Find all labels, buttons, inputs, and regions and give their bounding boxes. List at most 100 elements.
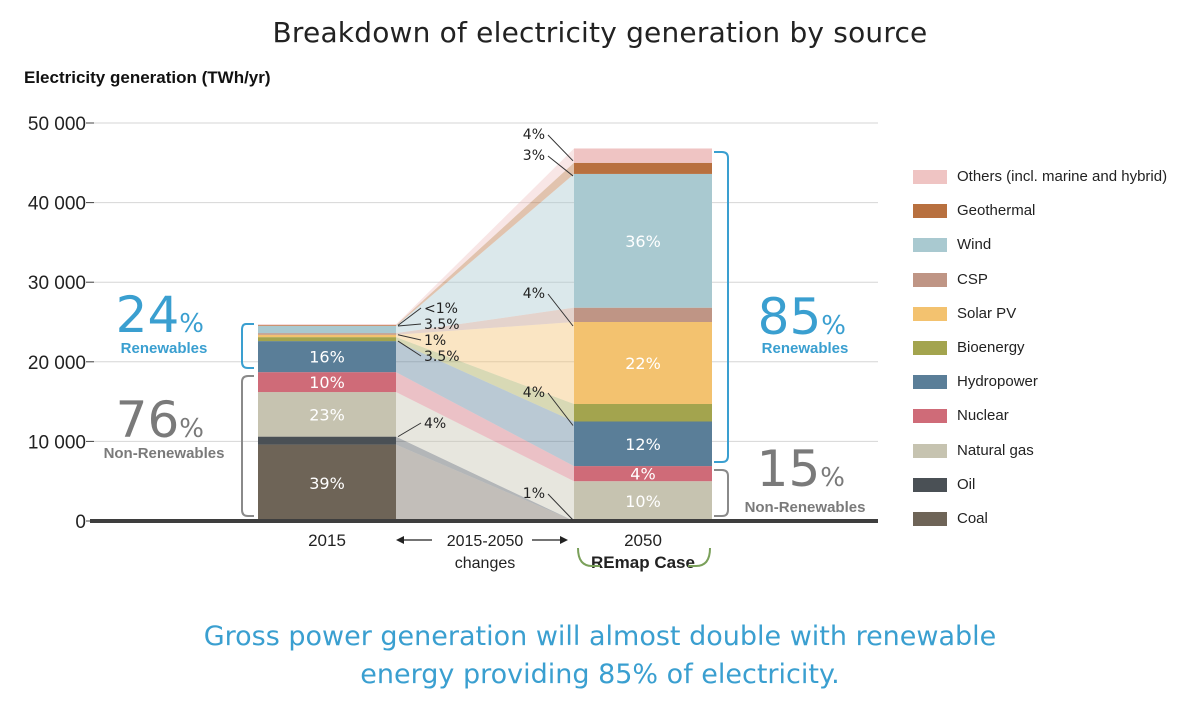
legend-label: Others (incl. marine and hybrid): [957, 168, 1168, 185]
y-tick-label: 10 000: [28, 432, 86, 453]
footer-text: Gross power generation will almost doubl…: [0, 618, 1200, 694]
bar-data-label: 10%: [625, 492, 661, 511]
bar-2050-solar-pv: [574, 322, 712, 404]
callout-nonrenewables-2015-pct: 76%: [116, 391, 204, 449]
y-tick-label: 30 000: [28, 273, 86, 294]
bar-2015-csp: [258, 333, 396, 335]
change-leader: [397, 422, 422, 438]
bar-2050-wind: [574, 173, 712, 308]
side-leader: [547, 293, 574, 327]
transition-band-nuclear: [396, 372, 574, 482]
transition-band-natural-gas: [396, 392, 574, 521]
side-label-2050: 4%: [523, 127, 545, 143]
change-leader: [397, 307, 422, 326]
bar-2015-natural-gas: [258, 392, 396, 437]
change-label: <1%: [424, 301, 458, 317]
legend-swatch: [913, 340, 947, 355]
x-label-changes: 2015-2050: [447, 533, 524, 550]
legend-swatch: [913, 375, 947, 390]
bar-data-label: 10%: [309, 373, 345, 392]
bar-data-label: 23%: [309, 405, 345, 424]
change-label: 3.5%: [424, 317, 460, 333]
bar-2050-csp: [574, 307, 712, 322]
callout-nonrenewables-2015-label: Non-Renewables: [104, 445, 225, 462]
legend-swatch: [913, 170, 947, 184]
bracket-nonrenewables-2015: [241, 375, 254, 517]
bar-2015-geothermal: [258, 325, 396, 326]
legend-swatch: [913, 204, 947, 219]
footer-line-1: Gross power generation will almost doubl…: [203, 621, 997, 652]
callout-renewables-2050-pct: 85%: [758, 288, 846, 346]
callout-renewables-2015-pct: 24%: [116, 286, 204, 344]
transition-band-wind: [396, 173, 574, 334]
footer-line-2: energy providing 85% of electricity.: [360, 659, 840, 690]
transition-band-bioenergy: [396, 337, 574, 422]
y-tick-label: 0: [75, 512, 86, 533]
bar-2050-geothermal: [574, 162, 712, 174]
bar-data-label: 36%: [625, 232, 661, 251]
bar-2015-oil: [258, 436, 396, 445]
x-label-changes-sub: changes: [455, 555, 516, 572]
side-label-2050: 4%: [523, 286, 545, 302]
y-tick-label: 40 000: [28, 194, 86, 215]
y-axis-label: Electricity generation (TWh/yr): [24, 68, 271, 87]
change-leader: [397, 340, 422, 357]
bracket-renewables-2050: [714, 151, 729, 463]
bar-data-label: 4%: [630, 465, 655, 484]
callout-renewables-2050-label: Renewables: [762, 340, 849, 357]
callout-renewables-2015-label: Renewables: [121, 340, 208, 357]
legend-label: Hydropower: [957, 373, 1038, 391]
legend-swatch: [913, 272, 947, 287]
bracket-renewables-2015: [241, 323, 254, 369]
bar-2050-natural-gas: [574, 481, 712, 521]
legend-swatch: [913, 443, 947, 458]
y-tick-label: 50 000: [28, 114, 86, 135]
legend-swatch: [913, 238, 947, 253]
remap-brace: [577, 547, 711, 567]
bar-2015-coal: [258, 444, 396, 521]
bar-data-label: 16%: [309, 348, 345, 367]
bar-data-label: 39%: [309, 474, 345, 493]
x-label-remap: REmap Case: [591, 553, 695, 572]
bar-data-label: 22%: [625, 354, 661, 373]
change-label: 3.5%: [424, 349, 460, 365]
callout-nonrenewables-2050-label: Non-Renewables: [745, 499, 866, 516]
legend-swatch: [913, 306, 947, 321]
side-label-2050: 3%: [523, 148, 545, 164]
legend-label: CSP: [957, 270, 988, 288]
bar-data-label: 12%: [625, 435, 661, 454]
change-leader: [397, 334, 422, 341]
transition-band-others-incl-marine-and-hybrid: [396, 148, 574, 326]
bar-2015-wind: [258, 325, 396, 334]
side-leader: [547, 134, 574, 162]
bar-2050-bioenergy: [574, 403, 712, 422]
chart-title: Breakdown of electricity generation by s…: [272, 16, 928, 49]
legend-label: Coal: [957, 509, 988, 527]
side-label-2050: 1%: [523, 486, 545, 502]
side-leader: [547, 155, 574, 177]
arrow-right-head: [560, 536, 568, 544]
transition-band-hydropower: [396, 341, 574, 467]
arrow-left-head: [396, 536, 404, 544]
side-leader: [547, 493, 574, 521]
legend-label: Solar PV: [957, 304, 1017, 322]
legend-label: Bioenergy: [957, 338, 1025, 356]
legend-label: Wind: [957, 236, 992, 254]
legend-swatch: [913, 511, 947, 526]
bar-2015-nuclear: [258, 372, 396, 393]
transition-band-geothermal: [396, 162, 574, 326]
legend-swatch: [913, 477, 947, 492]
transition-band-oil: [396, 436, 574, 521]
bar-2050-nuclear: [574, 466, 712, 482]
bar-2015-solar-pv: [258, 334, 396, 338]
transition-band-csp: [396, 307, 574, 335]
callout-nonrenewables-2050-pct: 15%: [757, 440, 845, 498]
legend-swatch: [913, 409, 947, 424]
bar-2015-hydropower: [258, 341, 396, 373]
transition-band-solar-pv: [396, 322, 574, 404]
legend-label: Natural gas: [957, 441, 1034, 459]
change-label: 4%: [424, 416, 446, 432]
transition-band-coal: [396, 444, 574, 521]
legend-label: Nuclear: [957, 407, 1009, 425]
